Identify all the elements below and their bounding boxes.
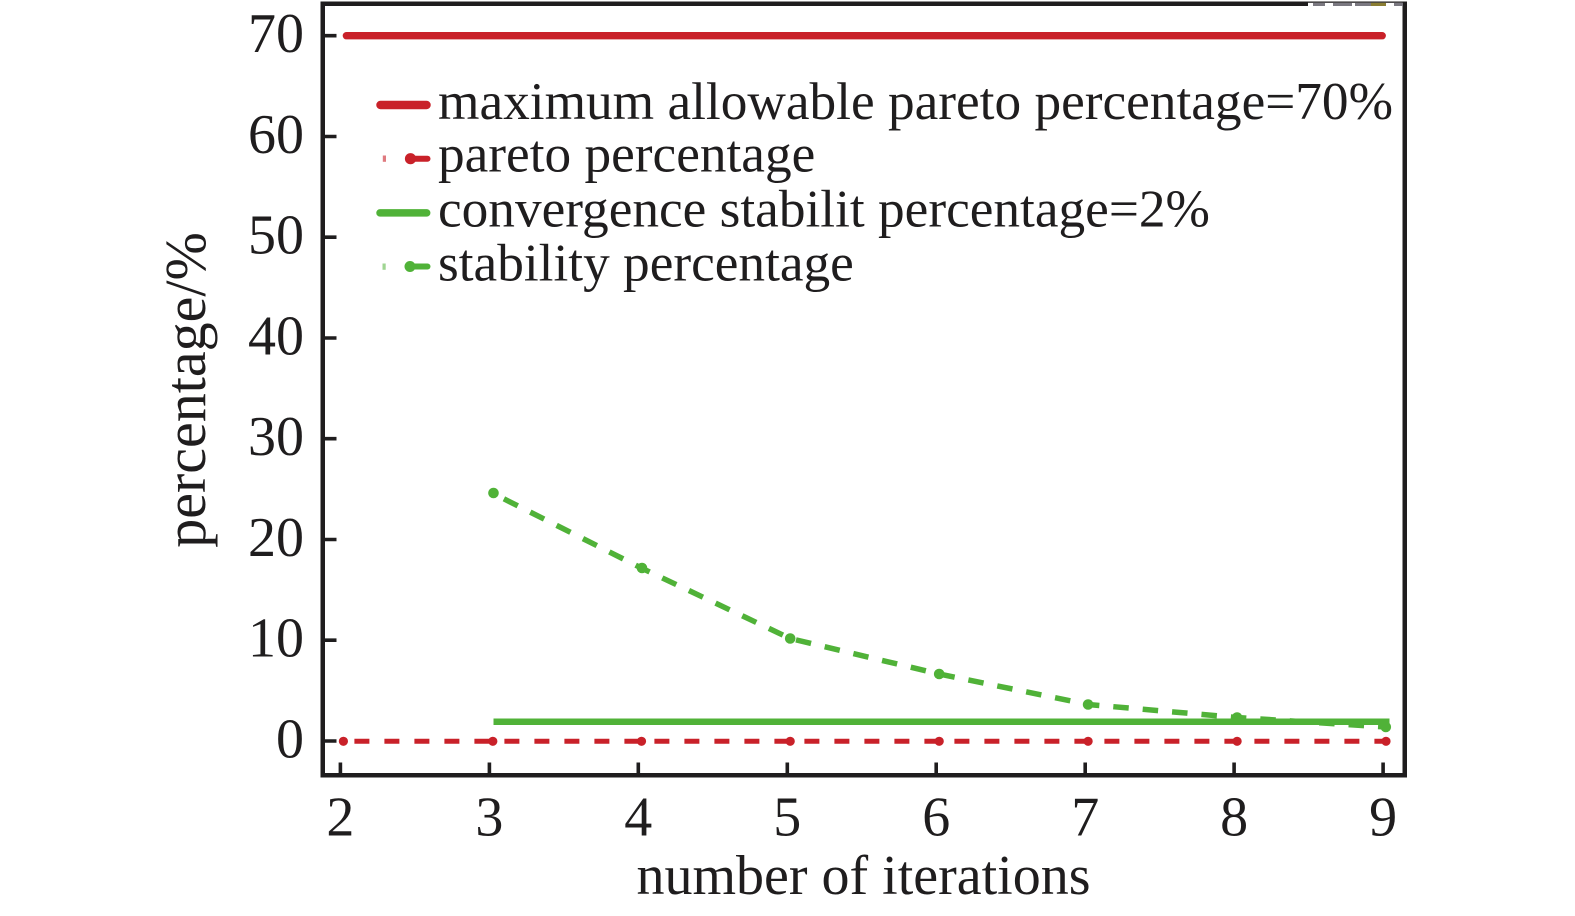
svg-text:7: 7 <box>1071 787 1099 849</box>
svg-text:percentage/%: percentage/% <box>153 232 218 548</box>
svg-text:9: 9 <box>1369 787 1397 849</box>
svg-text:8: 8 <box>1220 787 1248 849</box>
svg-text:3: 3 <box>475 787 503 849</box>
svg-text:2: 2 <box>326 787 354 849</box>
svg-text:40: 40 <box>248 306 304 368</box>
svg-text:4: 4 <box>624 787 652 849</box>
svg-text:30: 30 <box>248 406 304 468</box>
svg-text:pareto percentage: pareto percentage <box>438 125 815 184</box>
svg-text:50: 50 <box>248 205 304 267</box>
svg-text:stability percentage: stability percentage <box>438 234 854 293</box>
svg-text:10: 10 <box>248 608 304 670</box>
svg-text:6: 6 <box>922 787 950 849</box>
svg-text:20: 20 <box>248 507 304 569</box>
svg-text:0: 0 <box>276 709 304 771</box>
svg-text:maximum allowable pareto perce: maximum allowable pareto percentage=70% <box>438 72 1393 131</box>
svg-text:60: 60 <box>248 104 304 166</box>
svg-text:number of iterations: number of iterations <box>636 845 1090 907</box>
svg-text:convergence stabilit percentag: convergence stabilit percentage=2% <box>438 180 1210 239</box>
svg-text:70: 70 <box>248 3 304 65</box>
svg-text:5: 5 <box>773 787 801 849</box>
